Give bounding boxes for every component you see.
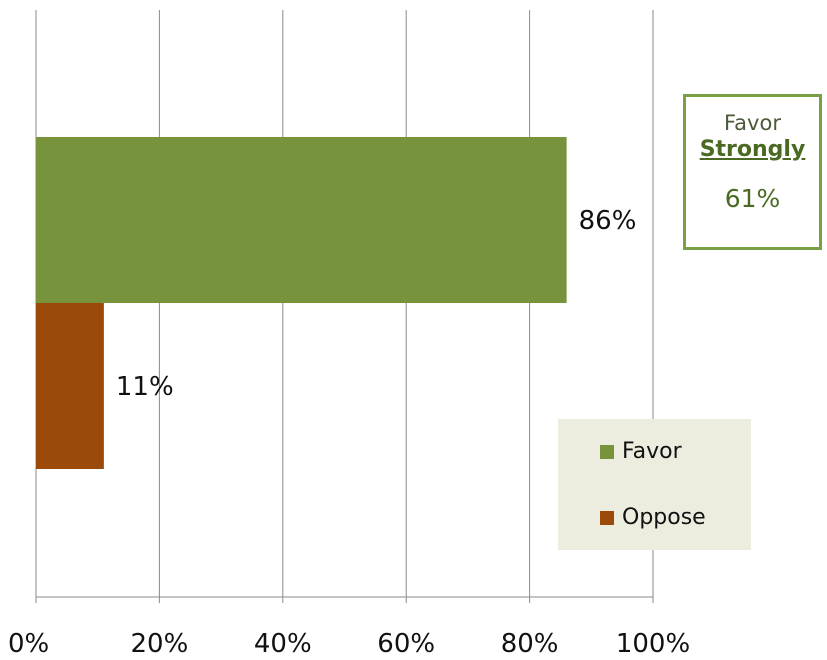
favor-strongly-callout: Favor Strongly 61% <box>683 94 822 250</box>
data-labels: 86% 11% <box>116 206 637 402</box>
legend-label-oppose: Oppose <box>622 505 706 530</box>
legend-label-favor: Favor <box>622 439 682 464</box>
tick-label-3: 60% <box>377 629 435 659</box>
callout-title: Favor <box>724 111 781 135</box>
tick-label-5: 100% <box>616 629 690 659</box>
legend-item-oppose: Oppose <box>600 505 706 530</box>
bar-oppose <box>36 303 104 469</box>
x-axis-ticks: 0% 20% 40% 60% 80% 100% <box>8 629 690 659</box>
callout-emphasis: Strongly <box>699 137 806 162</box>
legend-swatch-oppose <box>600 510 614 525</box>
tick-label-4: 80% <box>501 629 559 659</box>
data-label-favor: 86% <box>579 206 637 236</box>
bar-favor <box>36 137 567 303</box>
callout-value: 61% <box>724 184 781 213</box>
data-label-oppose: 11% <box>116 372 174 402</box>
tick-label-1: 20% <box>131 629 189 659</box>
tick-label-0: 0% <box>8 629 49 659</box>
bars <box>36 137 567 469</box>
tick-label-2: 40% <box>254 629 312 659</box>
legend-swatch-favor <box>600 444 614 459</box>
gridlines <box>35 10 654 603</box>
legend: Favor Oppose <box>558 419 751 550</box>
legend-item-favor: Favor <box>600 439 682 464</box>
